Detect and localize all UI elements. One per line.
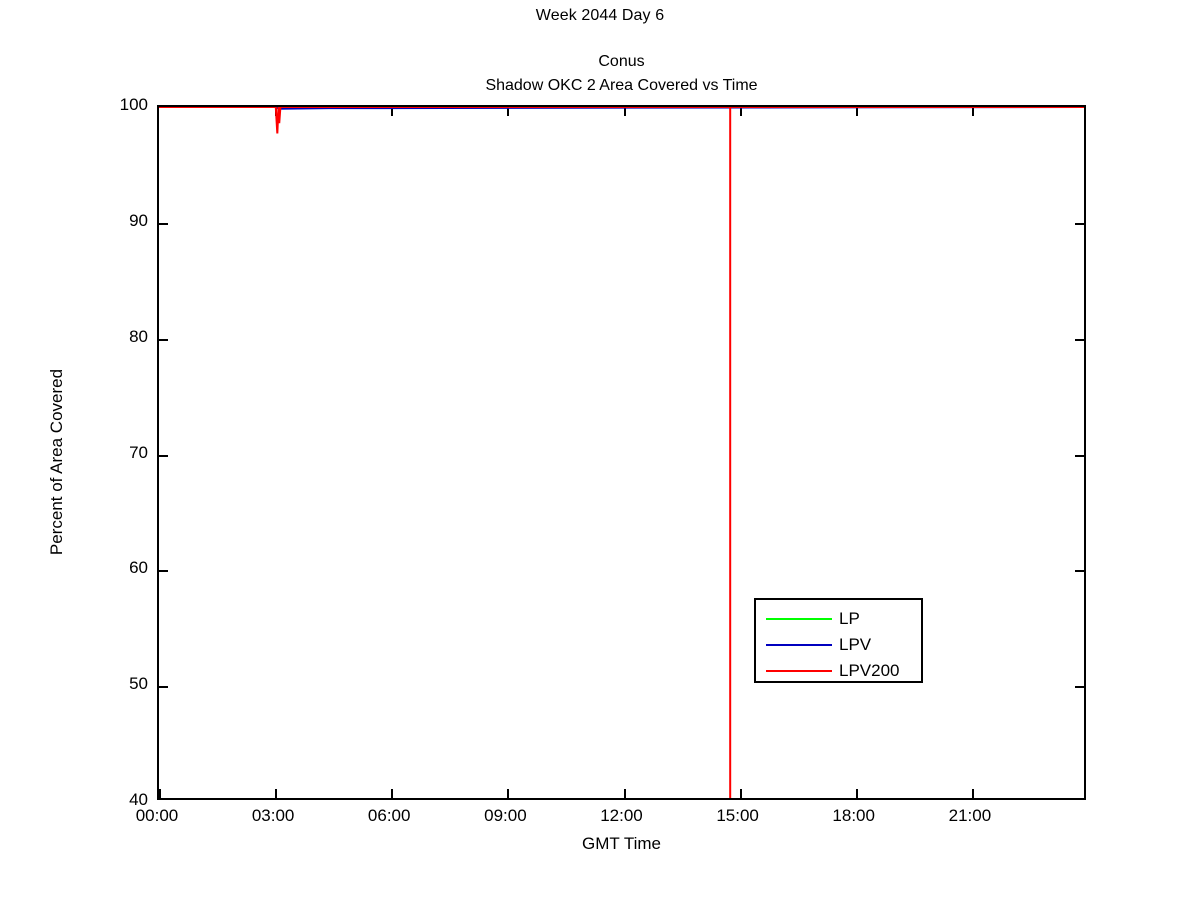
figure-header-title: Week 2044 Day 6: [535, 7, 665, 24]
y-tick-right-70: [1075, 454, 1084, 457]
data-traces: [159, 107, 1084, 798]
y-tick-50: [159, 686, 168, 689]
y-tick-60: [159, 570, 168, 573]
x-tick-09-00: [507, 789, 510, 798]
x-tick-top-21-00: [971, 107, 974, 116]
x-tick-06-00: [391, 789, 394, 798]
series-line-lpv200: [159, 107, 1084, 798]
x-tick-00-00: [159, 789, 161, 798]
y-tick-label-40: 40: [129, 790, 148, 809]
y-tick-label-80: 80: [129, 326, 148, 346]
chart-title-line-1: Conus: [598, 53, 645, 70]
x-tick-label-21-00: 21:00: [948, 806, 992, 825]
x-tick-label-06-00: 06:00: [367, 806, 411, 825]
x-tick-label-03-00: 03:00: [251, 806, 295, 825]
legend-swatch-lpv200: [766, 670, 832, 672]
x-tick-top-06-00: [391, 107, 394, 116]
x-tick-18-00: [855, 789, 858, 798]
legend-label-lp: LP: [839, 609, 860, 628]
plot-inner-canvas: [159, 107, 1084, 798]
x-tick-top-15-00: [739, 107, 742, 116]
x-tick-top-09-00: [507, 107, 510, 116]
y-tick-right-50: [1075, 686, 1084, 689]
chart-title-line-2: Shadow OKC 2 Area Covered vs Time: [485, 77, 758, 94]
legend-swatch-lpv: [766, 644, 832, 646]
x-tick-15-00: [739, 789, 742, 798]
x-tick-12-00: [623, 789, 626, 798]
y-tick-right-90: [1075, 222, 1084, 225]
y-axis-label: Percent of Area Covered: [47, 368, 66, 556]
x-tick-21-00: [971, 789, 974, 798]
legend-label-lpv200: LPV200: [839, 661, 900, 680]
x-tick-label-12-00: 12:00: [600, 806, 643, 825]
legend-swatch-lp: [766, 618, 832, 620]
x-tick-03-00: [275, 789, 278, 798]
chart-title: Conus Shadow OKC 2 Area Covered vs Time: [157, 50, 1086, 98]
y-tick-90: [159, 222, 168, 225]
y-tick-label-100: 100: [119, 95, 148, 114]
legend-entry-lpv200[interactable]: LPV200: [756, 657, 921, 685]
legend-entry-lpv[interactable]: LPV: [756, 631, 921, 659]
y-tick-label-60: 60: [129, 558, 148, 578]
y-tick-label-50: 50: [129, 674, 148, 694]
plot-area: [157, 105, 1086, 800]
chart-legend[interactable]: LP LPV LPV200: [754, 598, 923, 683]
x-tick-top-18-00: [855, 107, 858, 116]
y-tick-right-60: [1075, 570, 1084, 573]
x-tick-top-12-00: [623, 107, 626, 116]
y-tick-label-70: 70: [129, 442, 148, 462]
legend-entry-lp[interactable]: LP: [756, 605, 921, 633]
legend-label-lpv: LPV: [839, 635, 872, 654]
y-tick-80: [159, 338, 168, 341]
x-axis-label: GMT Time: [581, 834, 662, 853]
x-tick-label-18-00: 18:00: [832, 806, 875, 825]
x-tick-label-09-00: 09:00: [484, 806, 527, 825]
x-tick-label-00-00: 00:00: [135, 806, 179, 825]
y-tick-70: [159, 454, 168, 457]
y-tick-right-80: [1075, 338, 1084, 341]
y-tick-label-90: 90: [129, 210, 148, 230]
x-tick-label-15-00: 15:00: [716, 806, 759, 825]
